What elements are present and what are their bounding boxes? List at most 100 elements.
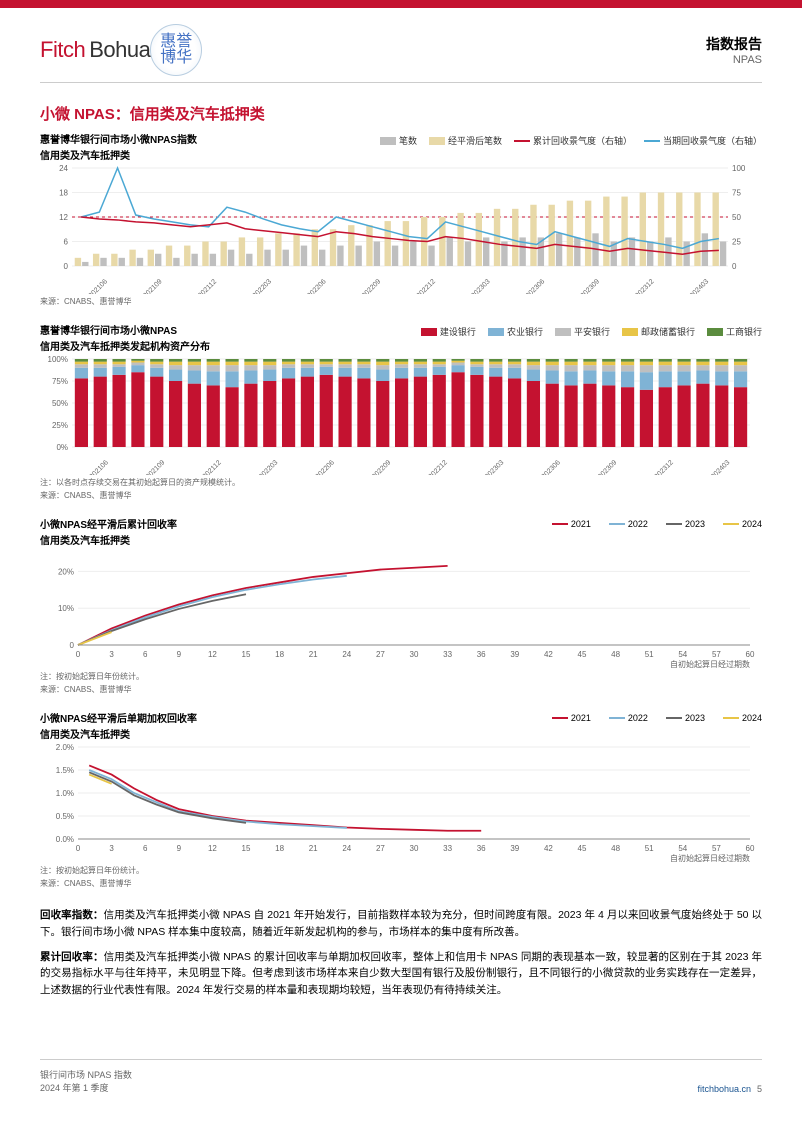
svg-text:6: 6 [64, 238, 69, 247]
svg-text:48: 48 [611, 844, 620, 853]
svg-text:24: 24 [342, 650, 351, 659]
svg-text:202303: 202303 [470, 278, 492, 294]
svg-text:54: 54 [678, 844, 687, 853]
svg-text:39: 39 [510, 650, 519, 659]
chart3-svg: 010%20%036912151821242730333639424548515… [40, 549, 760, 669]
svg-text:6: 6 [143, 650, 148, 659]
svg-text:自初始起算日经过期数: 自初始起算日经过期数 [670, 659, 750, 669]
logo: FitchBohua 惠誉博华 [40, 24, 202, 76]
svg-text:202109: 202109 [142, 278, 164, 294]
svg-text:202403: 202403 [710, 459, 732, 475]
svg-text:57: 57 [712, 844, 721, 853]
svg-text:0: 0 [76, 844, 81, 853]
footer-line2: 2024 年第 1 季度 [40, 1081, 132, 1094]
page-number: 5 [757, 1084, 762, 1094]
page-footer: 银行间市场 NPAS 指数 2024 年第 1 季度 fitchbohua.cn… [40, 1059, 762, 1114]
chart4-legend: 2021202220232024 [552, 713, 762, 723]
chart2-block: 惠誉博华银行间市场小微NPAS 信用类及汽车抵押类发起机构资产分布 建设银行农业… [40, 325, 762, 501]
svg-text:3: 3 [109, 844, 114, 853]
chart1-title: 惠誉博华银行间市场小微NPAS指数 [40, 134, 197, 147]
svg-text:18: 18 [59, 189, 68, 198]
svg-text:202209: 202209 [371, 459, 393, 475]
svg-text:0: 0 [76, 650, 81, 659]
chart3-note1: 注：按初始起算日年份统计。 [40, 671, 762, 682]
svg-text:6: 6 [143, 844, 148, 853]
svg-text:202309: 202309 [597, 459, 619, 475]
svg-text:100%: 100% [48, 355, 68, 364]
svg-text:9: 9 [177, 650, 182, 659]
chart2-note1: 注：以各时点存续交易在其初始起算日的资产规模统计。 [40, 477, 762, 488]
svg-text:33: 33 [443, 650, 452, 659]
svg-text:15: 15 [242, 650, 251, 659]
svg-text:202312: 202312 [634, 278, 656, 294]
header-right: 指数报告 NPAS [706, 34, 762, 66]
svg-text:51: 51 [645, 844, 654, 853]
svg-text:42: 42 [544, 844, 553, 853]
svg-text:27: 27 [376, 844, 385, 853]
svg-text:1.0%: 1.0% [56, 789, 74, 798]
svg-text:202209: 202209 [361, 278, 383, 294]
svg-text:33: 33 [443, 844, 452, 853]
svg-text:15: 15 [242, 844, 251, 853]
svg-text:51: 51 [645, 650, 654, 659]
paragraph-2: 累计回收率：信用类及汽车抵押类小微 NPAS 的累计回收率与单期加权回收率，整体… [40, 949, 762, 999]
svg-text:21: 21 [309, 650, 318, 659]
svg-text:18: 18 [275, 844, 284, 853]
svg-text:20%: 20% [58, 567, 74, 576]
svg-text:30: 30 [410, 650, 419, 659]
svg-text:60: 60 [746, 844, 755, 853]
chart4-subtitle: 信用类及汽车抵押类 [40, 726, 197, 741]
svg-text:60: 60 [746, 650, 755, 659]
svg-text:202212: 202212 [416, 278, 438, 294]
chart4-title: 小微NPAS经平滑后单期加权回收率 [40, 713, 197, 726]
chart2-svg: 0%25%50%75%100%2021062021092021122022032… [40, 355, 760, 475]
logo-seal: 惠誉博华 [150, 24, 202, 76]
svg-text:25: 25 [732, 238, 741, 247]
svg-text:10%: 10% [58, 604, 74, 613]
svg-text:0.5%: 0.5% [56, 812, 74, 821]
svg-text:57: 57 [712, 650, 721, 659]
svg-text:42: 42 [544, 650, 553, 659]
svg-text:24: 24 [342, 844, 351, 853]
chart4-block: 小微NPAS经平滑后单期加权回收率 信用类及汽车抵押类 202120222023… [40, 713, 762, 889]
chart4-note1: 注：按初始起算日年份统计。 [40, 865, 762, 876]
svg-text:75: 75 [732, 189, 741, 198]
svg-text:2.0%: 2.0% [56, 743, 74, 752]
svg-text:27: 27 [376, 650, 385, 659]
svg-text:36: 36 [477, 650, 486, 659]
top-accent-bar [0, 0, 802, 8]
svg-text:202106: 202106 [88, 459, 110, 475]
svg-text:202203: 202203 [252, 278, 274, 294]
svg-text:12: 12 [208, 844, 217, 853]
svg-text:202109: 202109 [145, 459, 167, 475]
svg-text:0: 0 [732, 262, 737, 271]
footer-site: fitchbohua.cn [697, 1084, 751, 1094]
chart4-note2: 来源：CNABS、惠誉博华 [40, 878, 762, 889]
chart1-svg: 0612182402550751002021062021092021122022… [40, 164, 760, 294]
svg-text:202206: 202206 [314, 459, 336, 475]
svg-text:12: 12 [208, 650, 217, 659]
svg-text:202306: 202306 [525, 278, 547, 294]
svg-text:自初始起算日经过期数: 自初始起算日经过期数 [670, 853, 750, 863]
svg-text:202403: 202403 [689, 278, 711, 294]
svg-text:100: 100 [732, 164, 746, 173]
svg-text:0%: 0% [56, 443, 68, 452]
svg-text:202312: 202312 [653, 459, 675, 475]
svg-text:202309: 202309 [580, 278, 602, 294]
paragraph-1: 回收率指数：信用类及汽车抵押类小微 NPAS 自 2021 年开始发行，目前指数… [40, 907, 762, 941]
svg-text:75%: 75% [52, 377, 68, 386]
logo-fitch: Fitch [40, 37, 85, 63]
svg-text:50%: 50% [52, 399, 68, 408]
chart1-subtitle: 信用类及汽车抵押类 [40, 147, 197, 162]
svg-text:36: 36 [477, 844, 486, 853]
svg-text:0: 0 [70, 641, 75, 650]
svg-text:202306: 202306 [540, 459, 562, 475]
svg-text:39: 39 [510, 844, 519, 853]
chart1-note: 来源：CNABS、惠誉博华 [40, 296, 762, 307]
svg-text:21: 21 [309, 844, 318, 853]
svg-text:3: 3 [109, 650, 114, 659]
section-title: 小微 NPAS：信用类及汽车抵押类 [40, 103, 762, 124]
chart4-svg: 0.0%0.5%1.0%1.5%2.0%03691215182124273033… [40, 743, 760, 863]
svg-text:202112: 202112 [202, 459, 223, 475]
svg-text:9: 9 [177, 844, 182, 853]
